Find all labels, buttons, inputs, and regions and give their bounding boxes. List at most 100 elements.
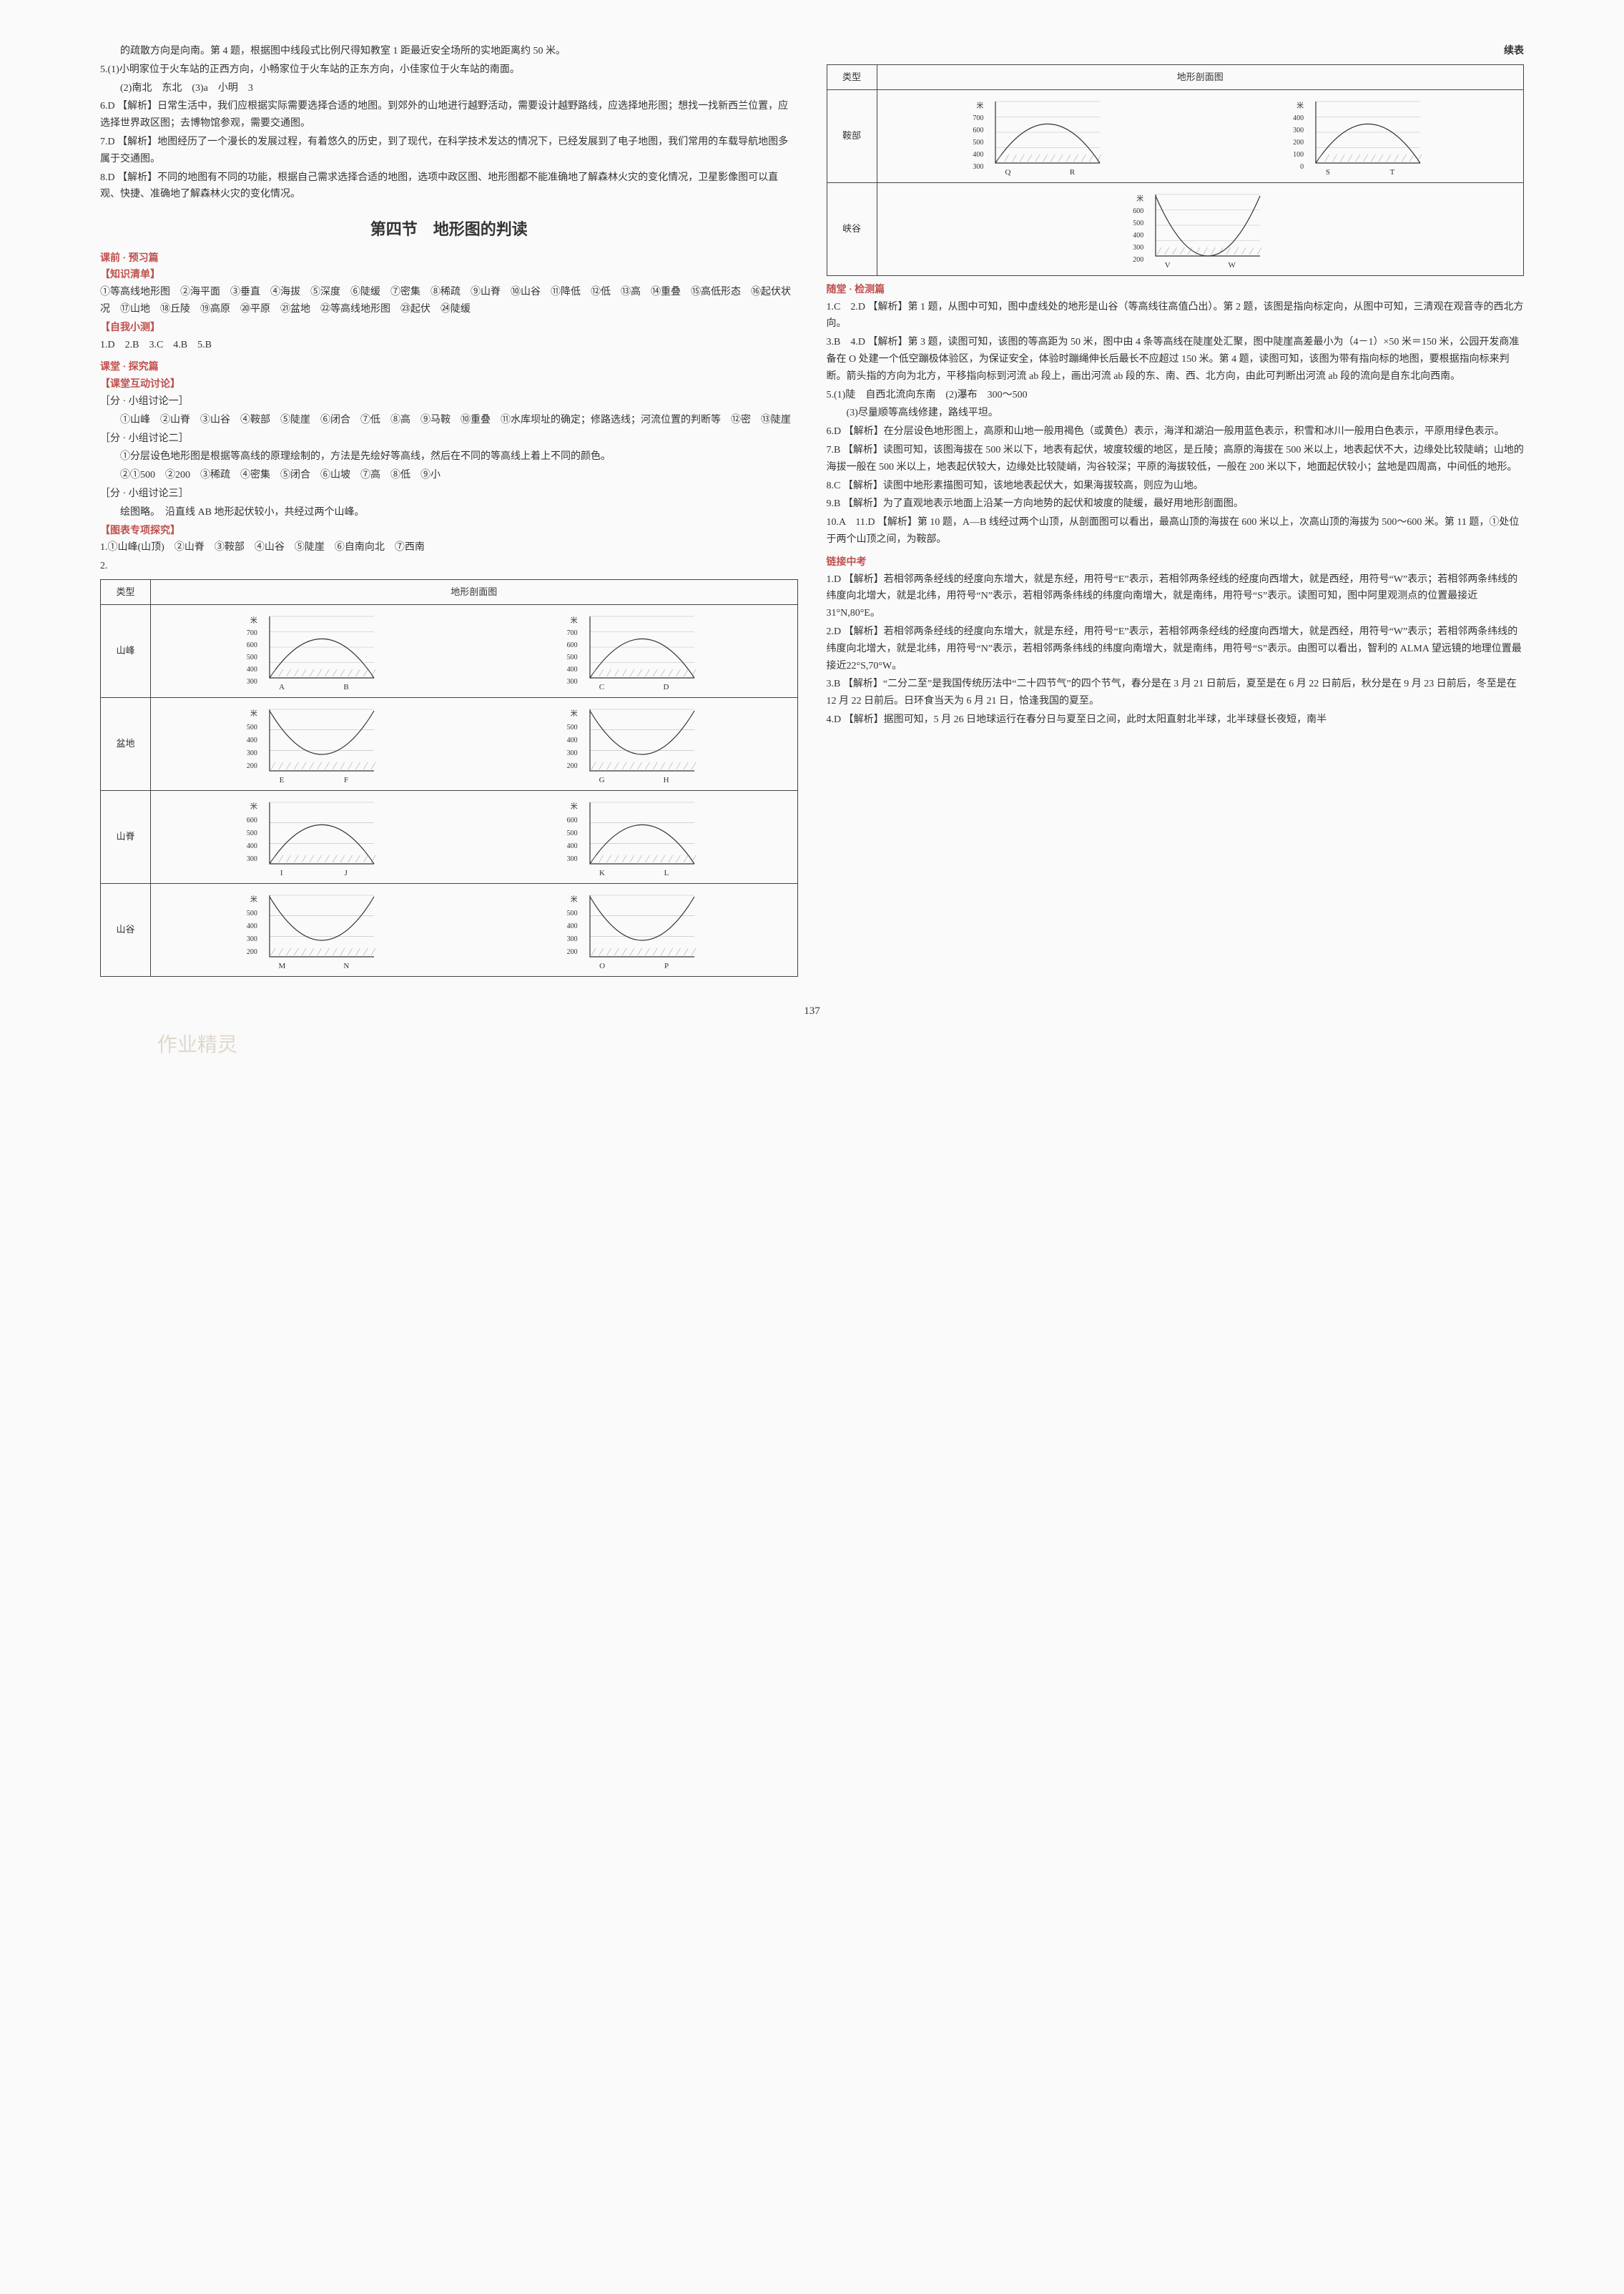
x-label: V <box>1165 259 1171 272</box>
chart-svg <box>1136 193 1264 257</box>
y-axis-unit: 米 <box>247 894 257 906</box>
y-tick-label: 0 <box>1293 161 1304 173</box>
subsection-title: 课堂 · 探究篇 <box>100 359 798 376</box>
y-tick-label: 400 <box>247 734 257 747</box>
y-tick-label: 500 <box>567 827 578 840</box>
x-label: M <box>278 960 285 973</box>
subsection-title: 随堂 · 检测篇 <box>827 282 1525 299</box>
y-tick-label: 400 <box>1133 230 1143 242</box>
chart-cell: 米700600500400300AB米700600500400300CD <box>151 605 798 698</box>
y-tick-label: 500 <box>1133 217 1143 230</box>
y-tick-label: 500 <box>567 722 578 734</box>
discuss-heading: ［分 · 小组讨论二］ <box>100 430 798 448</box>
y-tick-label: 600 <box>567 639 578 651</box>
answer-item: 7.D 【解析】地图经历了一个漫长的发展过程，有着悠久的历史，到了现代，在科学技… <box>100 134 798 168</box>
x-label: R <box>1070 166 1075 179</box>
y-tick-label: 400 <box>567 840 578 852</box>
x-label: Q <box>1005 166 1011 179</box>
table-row: 山脊米600500400300IJ米600500400300KL <box>101 791 798 884</box>
text-block: ②①500 ②200 ③稀疏 ④密集 ⑤闭合 ⑥山坡 ⑦高 ⑧低 ⑨小 <box>100 467 798 484</box>
y-tick-label: 400 <box>1293 112 1304 124</box>
discuss-heading: ［分 · 小组讨论一］ <box>100 393 798 410</box>
y-tick-label: 500 <box>567 907 578 920</box>
answer-item: 4.D 【解析】据图可知，5 月 26 日地球运行在春分日与夏至日之间，此时太阳… <box>827 712 1525 729</box>
profile-chart: 米500400300200EF <box>250 708 378 787</box>
x-label: J <box>345 867 348 880</box>
y-tick-label: 300 <box>567 853 578 865</box>
y-axis-unit: 米 <box>247 708 257 720</box>
y-axis-unit: 米 <box>567 615 578 627</box>
subsection-title: 链接中考 <box>827 554 1525 571</box>
y-tick-label: 400 <box>247 920 257 932</box>
row-label: 盆地 <box>101 698 151 791</box>
chart-cell: 米600500400300200VW <box>877 182 1524 275</box>
bracket-heading: 【图表专项探究】 <box>100 523 798 540</box>
answer-item: 2.D 【解析】若相邻两条经线的经度向东增大，就是东经，用符号“E”表示，若相邻… <box>827 624 1525 674</box>
answer-item: 1.C 2.D 【解析】第 1 题，从图中可知，图中虚线处的地形是山谷（等高线往… <box>827 299 1525 333</box>
chart-svg <box>570 801 699 865</box>
row-label: 山峰 <box>101 605 151 698</box>
chart-svg <box>250 708 378 772</box>
chart-cell: 米500400300200EF米500400300200GH <box>151 698 798 791</box>
x-label: D <box>663 681 669 694</box>
answer-item: (3)尽量顺等高线修建，路线平坦。 <box>827 405 1525 422</box>
profile-chart: 米600500400300KL <box>570 801 699 880</box>
row-label: 山脊 <box>101 791 151 884</box>
bracket-heading: 【自我小测】 <box>100 320 798 337</box>
y-tick-label: 100 <box>1293 149 1304 161</box>
x-label: F <box>344 774 348 787</box>
row-label: 鞍部 <box>827 89 877 182</box>
chart-cell: 米500400300200MN米500400300200OP <box>151 884 798 977</box>
table-row: 峡谷米600500400300200VW <box>827 182 1524 275</box>
chart-svg <box>975 100 1104 164</box>
x-label: G <box>599 774 605 787</box>
y-tick-label: 500 <box>247 827 257 840</box>
answer-item: 8.D 【解析】不同的地图有不同的功能，根据自己需求选择合适的地图，选项中政区图… <box>100 169 798 204</box>
y-tick-label: 300 <box>567 676 578 688</box>
y-tick-label: 500 <box>567 651 578 664</box>
answer-item: 1.①山峰(山顶) ②山脊 ③鞍部 ④山谷 ⑤陡崖 ⑥自南向北 ⑦西南 <box>100 539 798 556</box>
y-tick-label: 600 <box>1133 205 1143 217</box>
profile-chart: 米500400300200OP <box>570 894 699 973</box>
x-label: I <box>280 867 283 880</box>
answer-item: 10.A 11.D 【解析】第 10 题，A—B 线经过两个山顶，从剖面图可以看… <box>827 514 1525 548</box>
profile-chart: 米700600500400300QR <box>975 100 1104 179</box>
chart-svg <box>250 801 378 865</box>
y-tick-label: 200 <box>247 760 257 772</box>
x-label: N <box>343 960 349 973</box>
paragraph: 的疏散方向是向南。第 4 题，根据图中线段式比例尺得知教室 1 距最近安全场所的… <box>100 43 798 60</box>
x-label: T <box>1390 166 1395 179</box>
y-tick-label: 300 <box>247 676 257 688</box>
y-tick-label: 300 <box>567 747 578 759</box>
profile-chart: 米700600500400300AB <box>250 615 378 694</box>
profile-table-left: 类型 地形剖面图 山峰米700600500400300AB米7006005004… <box>100 579 798 977</box>
y-tick-label: 500 <box>973 137 983 149</box>
y-axis-unit: 米 <box>247 801 257 813</box>
profile-chart: 米4003002001000ST <box>1296 100 1424 179</box>
answer-item: 2. <box>100 558 798 575</box>
y-tick-label: 400 <box>567 734 578 747</box>
y-tick-label: 400 <box>247 664 257 676</box>
table-header: 类型 <box>827 64 877 89</box>
table-row: 山谷米500400300200MN米500400300200OP <box>101 884 798 977</box>
y-tick-label: 700 <box>247 627 257 639</box>
y-tick-label: 400 <box>973 149 983 161</box>
chart-svg <box>250 894 378 958</box>
y-tick-label: 500 <box>247 722 257 734</box>
y-tick-label: 300 <box>1133 242 1143 254</box>
table-row: 山峰米700600500400300AB米700600500400300CD <box>101 605 798 698</box>
table-row: 鞍部米700600500400300QR米4003002001000ST <box>827 89 1524 182</box>
answer-item: 8.C 【解析】读图中地形素描图可知，该地地表起伏大，如果海拔较高，则应为山地。 <box>827 478 1525 495</box>
y-tick-label: 700 <box>567 627 578 639</box>
profile-table-right: 类型 地形剖面图 鞍部米700600500400300QR米4003002001… <box>827 64 1525 276</box>
answer-item: 5.(1)小明家位于火车站的正西方向，小畅家位于火车站的正东方向，小佳家位于火车… <box>100 61 798 79</box>
y-tick-label: 300 <box>247 747 257 759</box>
y-axis-unit: 米 <box>247 615 257 627</box>
answer-item: 6.D 【解析】日常生活中，我们应根据实际需要选择合适的地图。到郊外的山地进行越… <box>100 98 798 132</box>
y-tick-label: 400 <box>567 664 578 676</box>
profile-chart: 米500400300200MN <box>250 894 378 973</box>
x-label: K <box>599 867 605 880</box>
right-column: 续表 类型 地形剖面图 鞍部米700600500400300QR米4003002… <box>827 43 1525 981</box>
left-column: 的疏散方向是向南。第 4 题，根据图中线段式比例尺得知教室 1 距最近安全场所的… <box>100 43 798 981</box>
text-block: ①等高线地形图 ②海平面 ③垂直 ④海拔 ⑤深度 ⑥陡缓 ⑦密集 ⑧稀疏 ⑨山脊… <box>100 284 798 318</box>
